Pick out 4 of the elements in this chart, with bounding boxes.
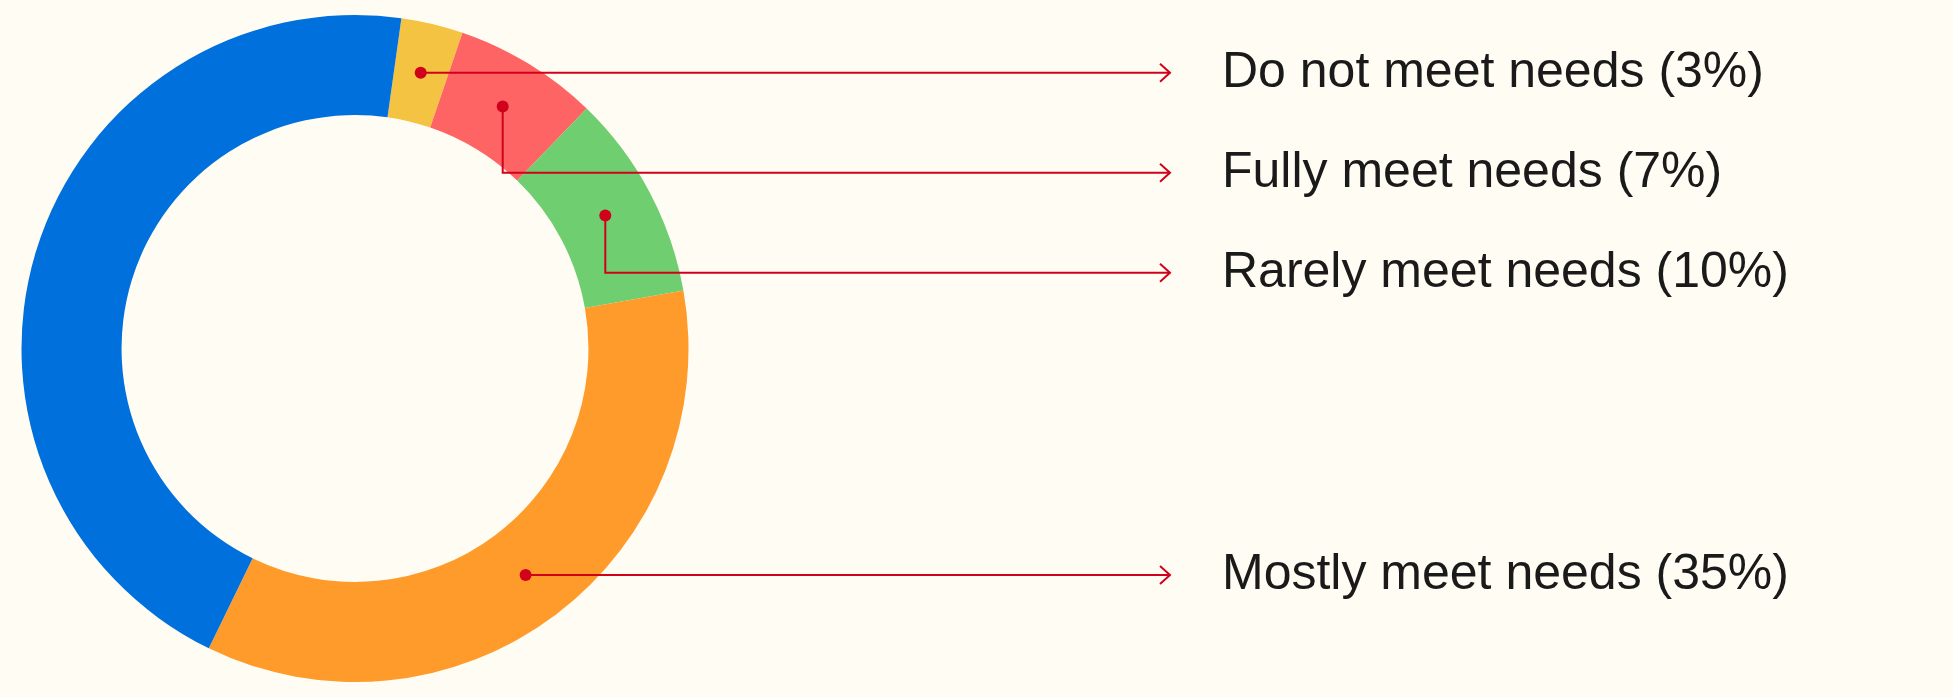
slice-label: Mostly meet needs (35%) [1222,543,1789,600]
slice-label: Fully meet needs (7%) [1222,141,1723,198]
slice-label: Rarely meet needs (10%) [1222,241,1789,298]
slice-label: Do not meet needs (3%) [1222,41,1764,98]
